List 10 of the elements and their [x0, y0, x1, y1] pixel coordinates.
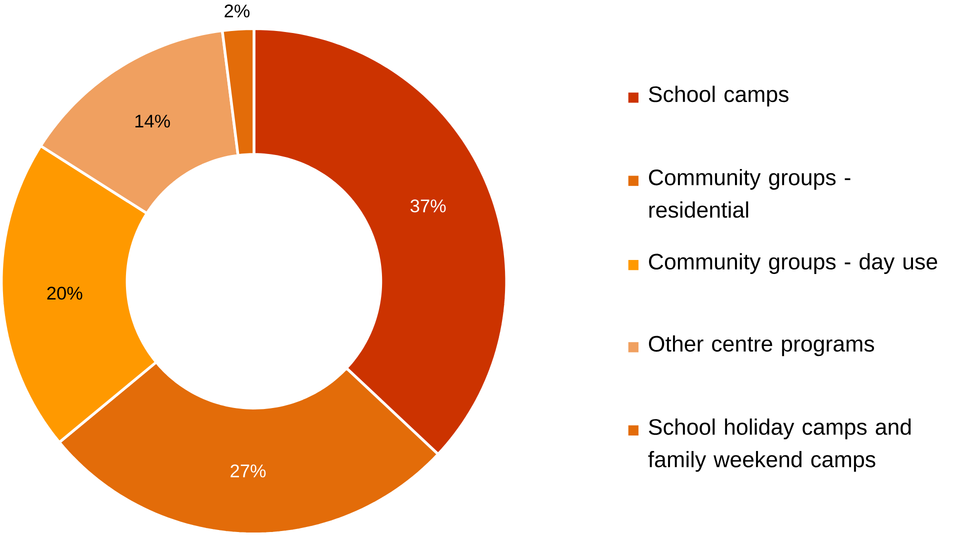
- legend-label: Other centre programs: [648, 335, 874, 356]
- legend-label: Community groups - residential: [649, 168, 850, 218]
- data-label: 14%: [135, 114, 170, 128]
- legend-label: Community groups - day use: [649, 253, 938, 274]
- data-label: 20%: [47, 286, 82, 300]
- data-label: 27%: [230, 464, 266, 478]
- data-label: 37%: [410, 199, 446, 212]
- legend-label: School camps: [648, 86, 788, 106]
- data-label: 2%: [224, 4, 250, 18]
- legend-label: School holiday camps and family weekend camps: [648, 418, 911, 472]
